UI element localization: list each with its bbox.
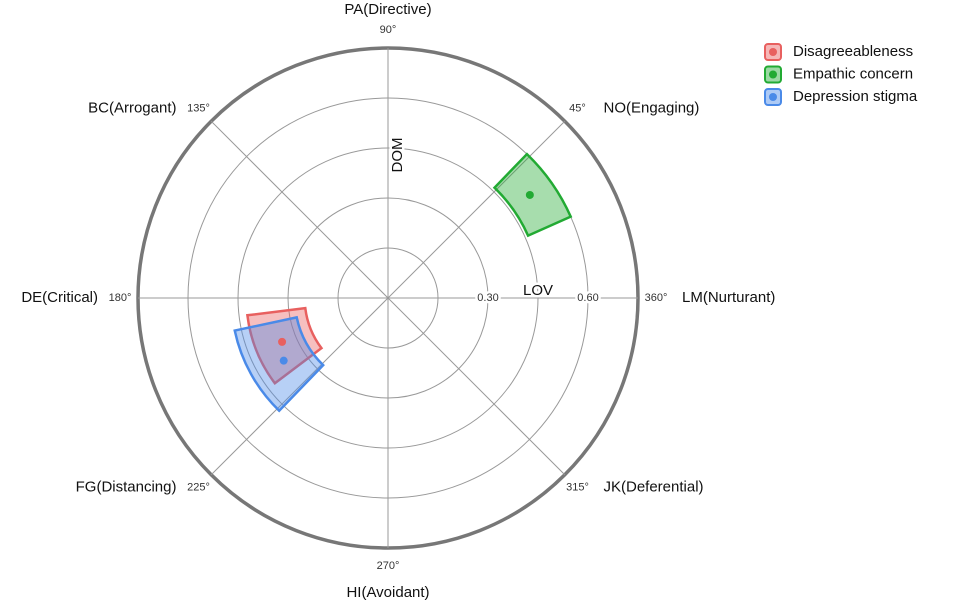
angle-label: 225°	[187, 481, 210, 493]
octant-label: DE(Critical)	[21, 289, 98, 306]
legend-label: Empathic concern	[793, 65, 913, 82]
angle-label: 90°	[380, 24, 397, 36]
profile-point	[525, 190, 534, 199]
angle-label: 270°	[377, 560, 400, 572]
profile-point	[278, 337, 287, 346]
r-tick-label: 0.30	[477, 292, 498, 304]
profile-point	[279, 356, 288, 365]
octant-label: JK(Deferential)	[604, 478, 704, 495]
x-axis-label: LOV	[523, 282, 553, 299]
spoke	[210, 120, 389, 299]
confidence-wedge	[233, 315, 325, 413]
angle-label: 180°	[109, 292, 132, 304]
legend-label: Disagreeableness	[793, 43, 913, 60]
legend-label: Depression stigma	[793, 88, 918, 105]
octant-label: FG(Distancing)	[76, 478, 177, 495]
angle-label: 315°	[566, 481, 589, 493]
y-axis-label: DOM	[389, 138, 406, 173]
legend-dot	[769, 70, 777, 79]
angle-label: 135°	[187, 102, 210, 114]
octant-label: BC(Arrogant)	[88, 99, 176, 116]
octant-label: PA(Directive)	[344, 1, 431, 18]
octant-label: HI(Avoidant)	[346, 584, 429, 601]
spoke	[387, 120, 566, 299]
angle-label: 45°	[569, 102, 586, 114]
octant-label: LM(Nurturant)	[682, 289, 775, 306]
spoke	[387, 297, 566, 476]
spoke	[210, 297, 389, 476]
octant-label: NO(Engaging)	[604, 99, 700, 116]
legend-dot	[769, 48, 777, 56]
angle-label: 360°	[645, 292, 668, 304]
legend-dot	[769, 93, 777, 101]
legend: Disagreeableness Empathic concern Depressi…	[764, 43, 918, 106]
r-tick-label: 0.60	[577, 292, 598, 304]
